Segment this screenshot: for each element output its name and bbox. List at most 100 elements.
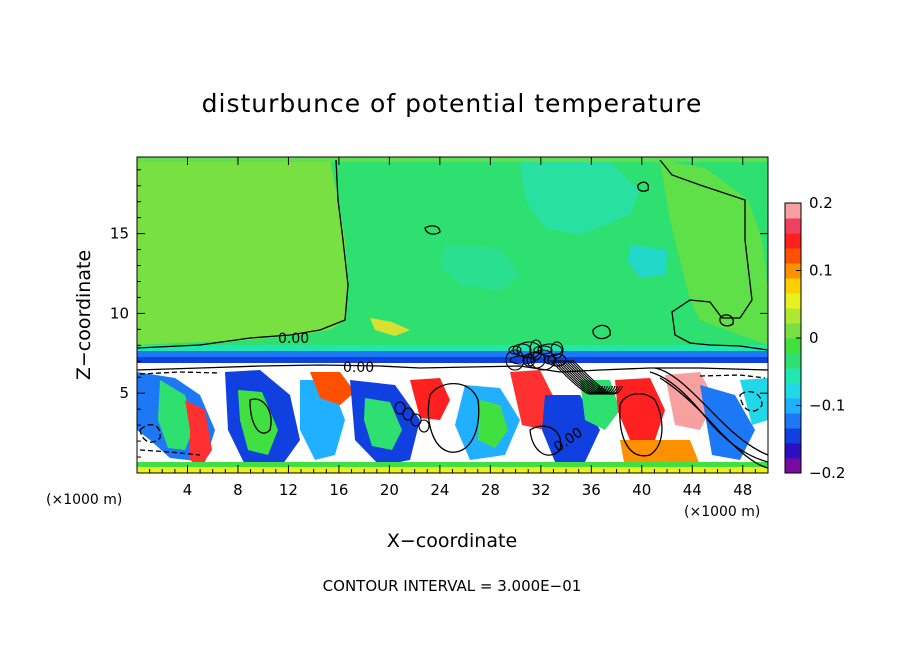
x-tick-label: 40 [632,481,651,499]
colorbar-tick-label: 0 [809,329,819,347]
inversion-band-deep [137,357,768,363]
bundle-ring [410,413,422,427]
bl-contour-5 [739,391,763,412]
zero-contour-right [659,159,768,351]
colorbar-tick-label: 0.1 [809,262,833,280]
bundle-curve [572,359,624,395]
colorbar-tick-label: −0.2 [809,464,845,482]
bl-orange-5 [620,440,700,468]
cool-region-patch [628,245,668,278]
bundle-curve [549,359,601,395]
colorbar-swatch [785,323,801,339]
cool-region-center [520,162,640,235]
zero-contour-ring-2 [592,324,611,340]
bl-contour-2 [427,383,480,453]
bundle-ring [402,407,414,421]
colorbar-swatch [785,428,801,444]
colorbar-swatch [785,263,801,279]
bundle-contour [505,349,525,371]
bundle-curve [557,359,609,395]
x-tick-label: 48 [733,481,752,499]
bundle-contour [550,341,564,359]
bundle-curve [567,359,619,395]
bl-contour-3 [619,393,663,457]
chart-title: disturbunce of potential temperature [202,89,703,118]
colorbar-swatch [785,218,801,234]
x-axis-ticks: 4 8 12 16 20 24 28 32 36 40 44 48 [149,157,756,499]
x-tick-label: 36 [582,481,601,499]
colorbar-swatch [785,203,801,219]
steep-front [654,367,768,456]
bl-contour-6 [249,398,272,434]
dense-contour-bundle [394,339,624,433]
colorbar-swatch [785,293,801,309]
zero-contour-ring-4 [719,314,734,327]
y-tick-label: 5 [119,384,129,402]
colorbar-swatch [785,383,801,399]
colorbar-tick-label: −0.1 [809,397,845,415]
x-tick-label: 28 [481,481,500,499]
bl-contour-4 [139,424,161,443]
x-tick-label: 8 [233,481,243,499]
bl-red-5 [615,378,665,440]
x-tick-label: 20 [380,481,399,499]
bundle-contour [522,353,536,367]
colorbar-tick-label: 0.2 [809,194,833,212]
bundle-ring [394,401,406,415]
colorbar-swatch [785,413,801,429]
bundle-curve [552,359,604,395]
colorbar [784,202,802,474]
zero-contour-ring-1 [424,225,441,235]
colorbar-swatch [785,398,801,414]
bl-green-3 [364,398,402,450]
top-noise [137,157,768,162]
colorbar-swatch [785,353,801,369]
zero-contour-left [137,159,349,349]
y-axis-ticks: 5 10 15 [110,169,768,458]
bl-red-2 [310,372,355,405]
contour-lines [137,159,768,469]
bl-dashed-right [699,374,766,379]
y-tick-label: 10 [110,304,129,322]
bl-dashed-3 [139,449,201,456]
colorbar-swatch [785,233,801,249]
x-tick-label: 16 [329,481,348,499]
zero-contour-ring-3 [637,181,649,192]
x-unit-right: (×1000 m) [684,504,760,520]
bundle-curve [569,359,621,395]
cool-region-center-2 [440,245,520,290]
steep-front-3 [659,377,768,469]
inversion-band-cyan [137,345,768,351]
inversion-band-blue [137,351,768,357]
x-axis-label: X−coordinate [387,530,517,552]
contour-interval-text: CONTOUR INTERVAL = 3.000E−01 [323,577,582,595]
warm-region-left [137,160,348,345]
bl-green-4 [478,400,508,448]
warm-region-right [660,160,768,345]
y-tick-label: 15 [110,225,129,243]
bundle-curve [562,359,614,395]
x-tick-label: 4 [183,481,193,499]
x-unit-left: (×1000 m) [46,492,122,508]
x-tick-label: 24 [430,481,449,499]
bundle-curve [554,359,606,395]
bl-contour-1 [137,364,768,373]
contour-label-2: 0.00 [343,360,374,376]
colorbar-ticks: 0.2 0.1 0 −0.1 −0.2 [796,194,845,482]
contour-label-1: 0.00 [278,331,309,347]
bundle-contour [509,355,535,365]
bl-green-1 [158,380,195,450]
bundle-contour [533,345,553,355]
bl-contour-7 [529,425,562,456]
colorbar-swatch [785,338,801,354]
bundle-curve [559,359,611,395]
bundle-curve [564,359,616,395]
bl-dashed-top [139,371,221,375]
x-tick-label: 44 [683,481,702,499]
colorbar-swatch [785,278,801,294]
colorbar-swatch [785,248,801,264]
colorbar-swatch [785,368,801,384]
heatmap-field [137,157,768,473]
bl-red-1 [185,400,212,468]
warm-streak-1 [370,318,410,336]
